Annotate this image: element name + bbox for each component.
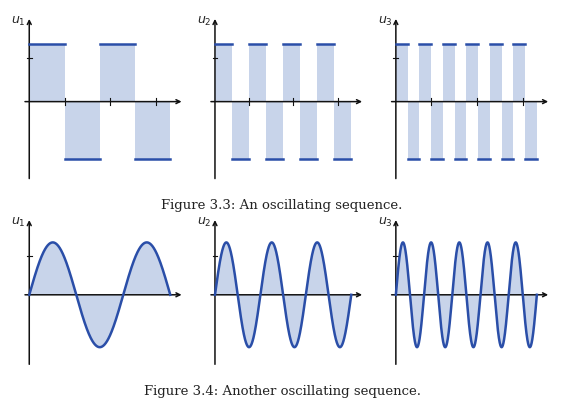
Bar — [396, 44, 408, 102]
Bar — [215, 44, 232, 102]
Bar — [266, 102, 283, 160]
Bar — [501, 102, 513, 160]
Bar — [513, 44, 525, 102]
Bar — [431, 102, 443, 160]
Bar — [232, 102, 249, 160]
Bar — [478, 102, 490, 160]
Text: $u_3$: $u_3$ — [377, 216, 393, 229]
Bar — [135, 102, 170, 160]
Text: Figure 3.3: An oscillating sequence.: Figure 3.3: An oscillating sequence. — [161, 199, 403, 212]
Bar — [29, 44, 64, 102]
Bar — [443, 44, 455, 102]
Text: $u_3$: $u_3$ — [377, 15, 393, 28]
Bar — [455, 102, 466, 160]
Bar — [408, 102, 420, 160]
Text: Figure 3.4: Another oscillating sequence.: Figure 3.4: Another oscillating sequence… — [143, 385, 421, 398]
Bar — [317, 44, 334, 102]
Bar — [283, 44, 300, 102]
Text: $u_1$: $u_1$ — [11, 216, 26, 229]
Bar — [300, 102, 317, 160]
Bar — [420, 44, 431, 102]
Bar — [249, 44, 266, 102]
Text: $u_2$: $u_2$ — [197, 15, 212, 28]
Bar — [466, 44, 478, 102]
Bar — [525, 102, 537, 160]
Text: $u_2$: $u_2$ — [197, 216, 212, 229]
Bar — [490, 44, 501, 102]
Text: $u_1$: $u_1$ — [11, 15, 26, 28]
Bar — [334, 102, 351, 160]
Bar — [100, 44, 135, 102]
Bar — [64, 102, 100, 160]
